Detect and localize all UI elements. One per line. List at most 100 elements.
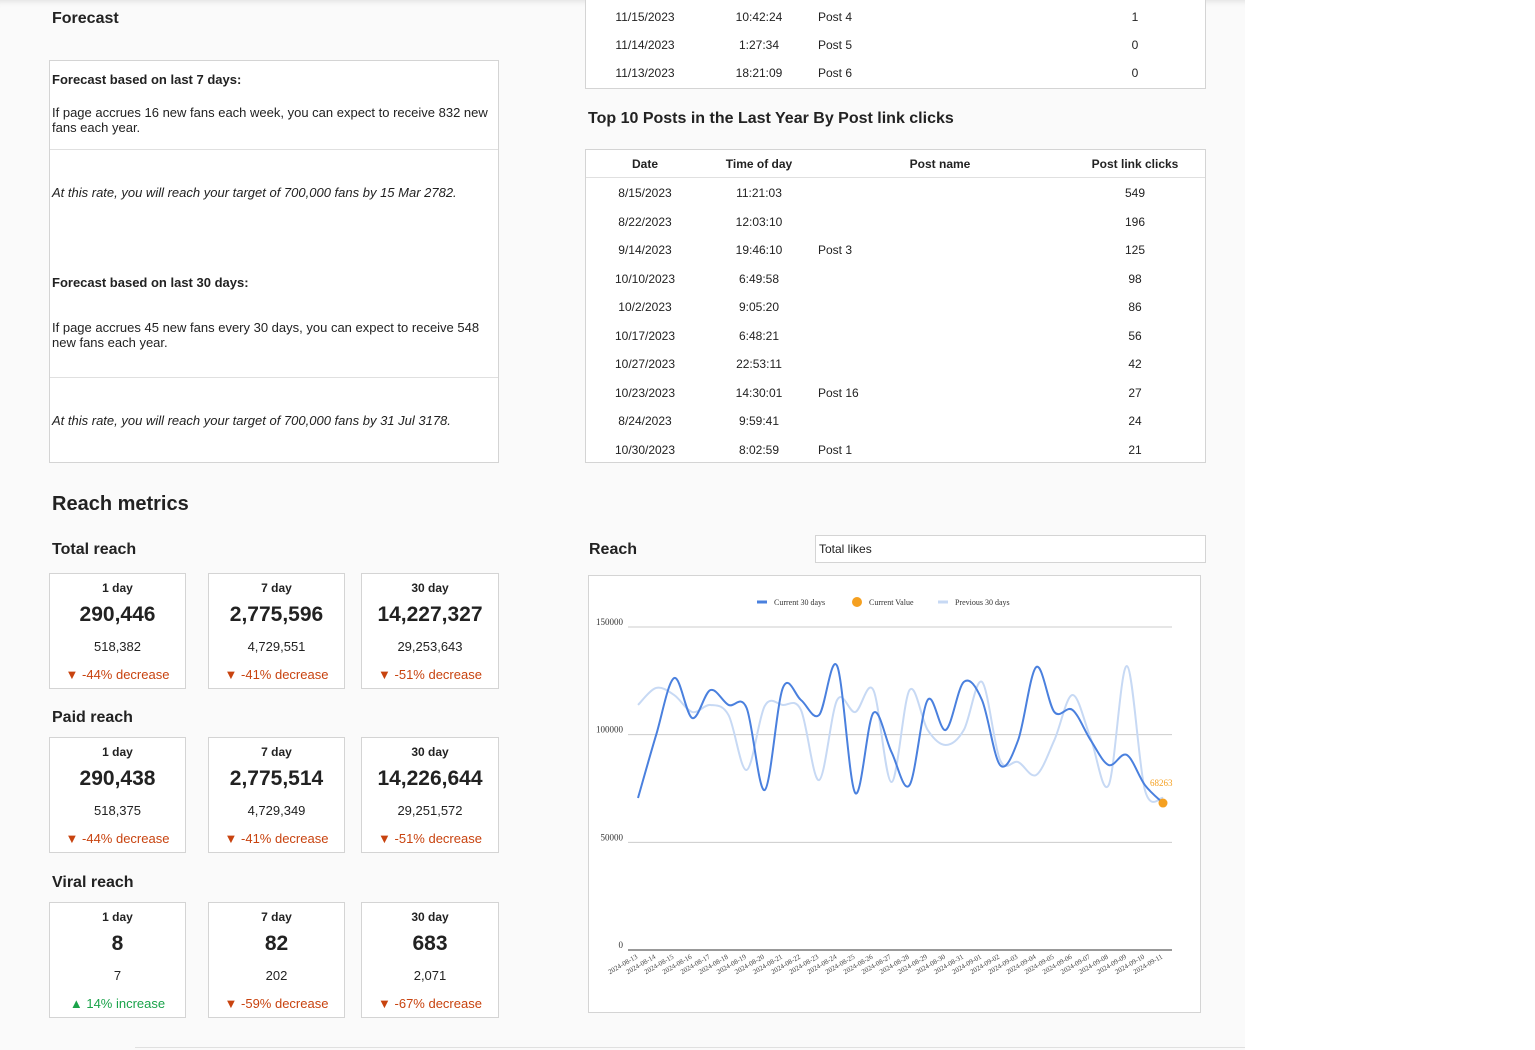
- change-text: 14% increase: [86, 996, 166, 1011]
- card-change: ▼ -44% decrease: [49, 667, 186, 682]
- table-cell: 98: [1128, 271, 1142, 286]
- table-cell: 24: [1128, 414, 1142, 428]
- table-cell: Post 1: [818, 442, 853, 457]
- metric-card: [49, 902, 186, 1018]
- table-cell: 10/23/2023: [614, 385, 676, 400]
- forecast-box: [49, 60, 499, 463]
- table-cell: 125: [1124, 243, 1146, 257]
- metric-card: [361, 737, 499, 853]
- change-arrow: ▼: [378, 996, 395, 1011]
- forecast-heading: Forecast based on last 30 days:: [52, 275, 249, 290]
- change-text: -59% decrease: [241, 996, 329, 1011]
- section-title: Forecast: [52, 10, 119, 27]
- card-previous: 7: [113, 968, 122, 983]
- table-cell: 8/24/2023: [618, 414, 672, 428]
- change-arrow: ▼: [378, 831, 395, 846]
- card-period: 1 day: [102, 581, 133, 595]
- table-cell: Post 4: [818, 10, 853, 24]
- card-previous: 4,729,551: [247, 639, 306, 654]
- bottom-rule: [135, 1047, 1245, 1048]
- chart-title: Reach: [589, 541, 638, 558]
- table-cell: 18:21:09: [735, 66, 783, 80]
- table-cell: 0: [1131, 66, 1139, 80]
- card-period: 30 day: [411, 910, 449, 924]
- card-value: 14,226,644: [377, 767, 483, 790]
- dropdown[interactable]: Total likes: [815, 535, 1206, 563]
- table-cell: 8/15/2023: [618, 186, 672, 200]
- change-arrow: ▼: [65, 667, 83, 682]
- card-change: ▼ -51% decrease: [361, 831, 499, 846]
- table-cell: 21: [1128, 442, 1142, 457]
- forecast-heading: Forecast based on last 7 days:: [52, 72, 242, 87]
- card-value: 2,775,514: [229, 767, 324, 790]
- card-previous: 518,375: [94, 803, 141, 818]
- table-cell: 86: [1128, 300, 1142, 314]
- divider: [50, 149, 498, 150]
- change-text: -41% decrease: [241, 831, 329, 846]
- table-cell: 9/14/2023: [618, 243, 672, 257]
- change-text: -51% decrease: [394, 667, 482, 682]
- table-cell: 196: [1124, 214, 1146, 229]
- card-change: ▼ -51% decrease: [361, 667, 499, 682]
- change-text: -67% decrease: [394, 996, 482, 1011]
- table-cell: 10/27/2023: [614, 357, 676, 371]
- table-cell: Post 16: [818, 385, 859, 400]
- card-previous: 29,253,643: [397, 639, 463, 654]
- dashboard: Forecast Forecast based on last 7 days: If…: [49, 0, 1245, 1048]
- table-cell: 0: [1131, 38, 1139, 52]
- forecast-text: If page accrues 45 new fans every 30 day…: [52, 320, 480, 350]
- table-cell: 11/14/2023: [615, 38, 675, 52]
- table-title: Top 10 Posts in the Last Year By Post li…: [588, 110, 954, 127]
- change-arrow: ▼: [378, 667, 395, 682]
- group-title: Paid reach: [52, 709, 133, 726]
- metric-card: [208, 573, 345, 689]
- card-period: 30 day: [411, 745, 449, 759]
- forecast-target: At this rate, you will reach your target…: [52, 413, 451, 428]
- table-cell: 14:30:01: [735, 385, 783, 400]
- table-cell: Post 6: [818, 66, 853, 80]
- table-box: [585, 0, 1206, 89]
- card-value: 8: [111, 932, 124, 955]
- card-value: 290,438: [79, 767, 156, 790]
- table-cell: 1: [1131, 10, 1139, 24]
- forecast-target: At this rate, you will reach your target…: [52, 185, 457, 200]
- table-cell: 56: [1128, 328, 1142, 343]
- metric-card: [49, 737, 186, 853]
- change-arrow: ▼: [224, 831, 242, 846]
- card-previous: 2,071: [413, 968, 447, 983]
- change-text: -44% decrease: [82, 831, 170, 846]
- card-value: 82: [264, 932, 289, 955]
- metric-card: [361, 902, 499, 1018]
- card-period: 7 day: [261, 910, 292, 924]
- column-header: Date: [631, 157, 658, 171]
- card-value: 683: [412, 932, 448, 955]
- card-period: 1 day: [102, 910, 133, 924]
- table-box: [585, 149, 1206, 463]
- table-cell: 1:27:34: [738, 38, 780, 52]
- table-cell: 10/2/2023: [618, 300, 672, 314]
- change-arrow: ▼: [224, 667, 242, 682]
- table-cell: 9:05:20: [738, 300, 780, 314]
- group-title: Viral reach: [52, 874, 134, 891]
- card-change: ▼ -67% decrease: [361, 996, 499, 1011]
- metric-card: [49, 573, 186, 689]
- card-period: 30 day: [411, 581, 449, 595]
- change-arrow: ▼: [65, 831, 83, 846]
- card-previous: 518,382: [94, 639, 141, 654]
- card-previous: 202: [265, 968, 288, 983]
- card-change: ▼ -41% decrease: [208, 831, 345, 846]
- table-cell: 22:53:11: [736, 357, 782, 371]
- divider: [586, 177, 1205, 178]
- card-period: 1 day: [102, 745, 133, 759]
- forecast-text: If page accrues 16 new fans each week, y…: [52, 105, 488, 135]
- change-arrow: ▲: [69, 996, 87, 1011]
- table-cell: 10/10/2023: [614, 271, 676, 286]
- table-cell: 11/13/2023: [615, 66, 675, 80]
- card-period: 7 day: [261, 745, 292, 759]
- group-title: Total reach: [52, 541, 137, 558]
- table-cell: 549: [1124, 186, 1146, 200]
- section-title: Reach metrics: [52, 493, 189, 515]
- chart-box: [588, 575, 1201, 1013]
- column-header: Time of day: [725, 157, 793, 171]
